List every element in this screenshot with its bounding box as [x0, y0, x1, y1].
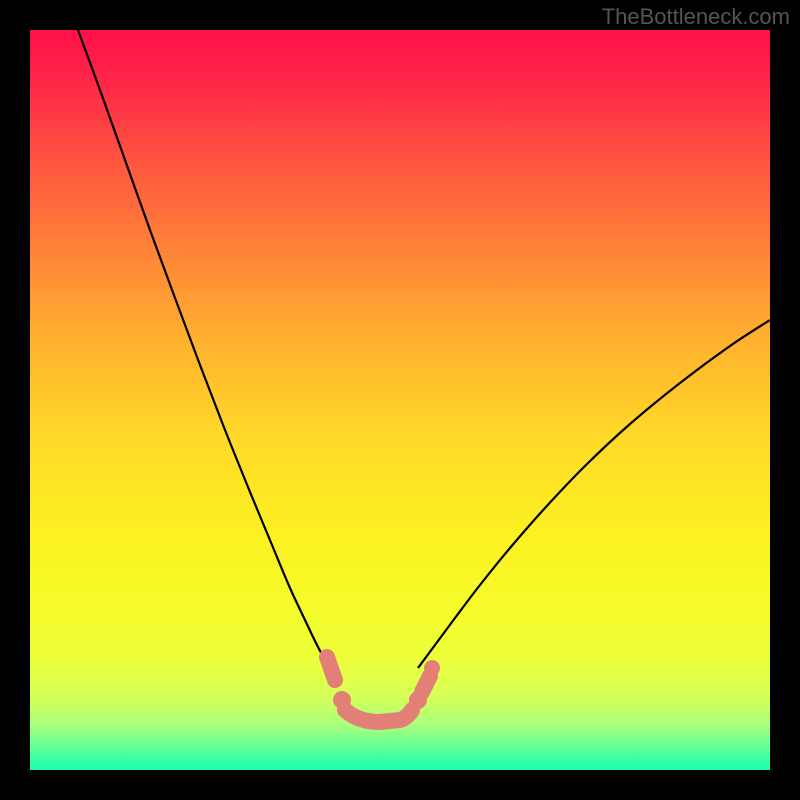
watermark-text: TheBottleneck.com [602, 4, 790, 30]
chart-svg [0, 0, 800, 800]
chart-container: TheBottleneck.com [0, 0, 800, 800]
